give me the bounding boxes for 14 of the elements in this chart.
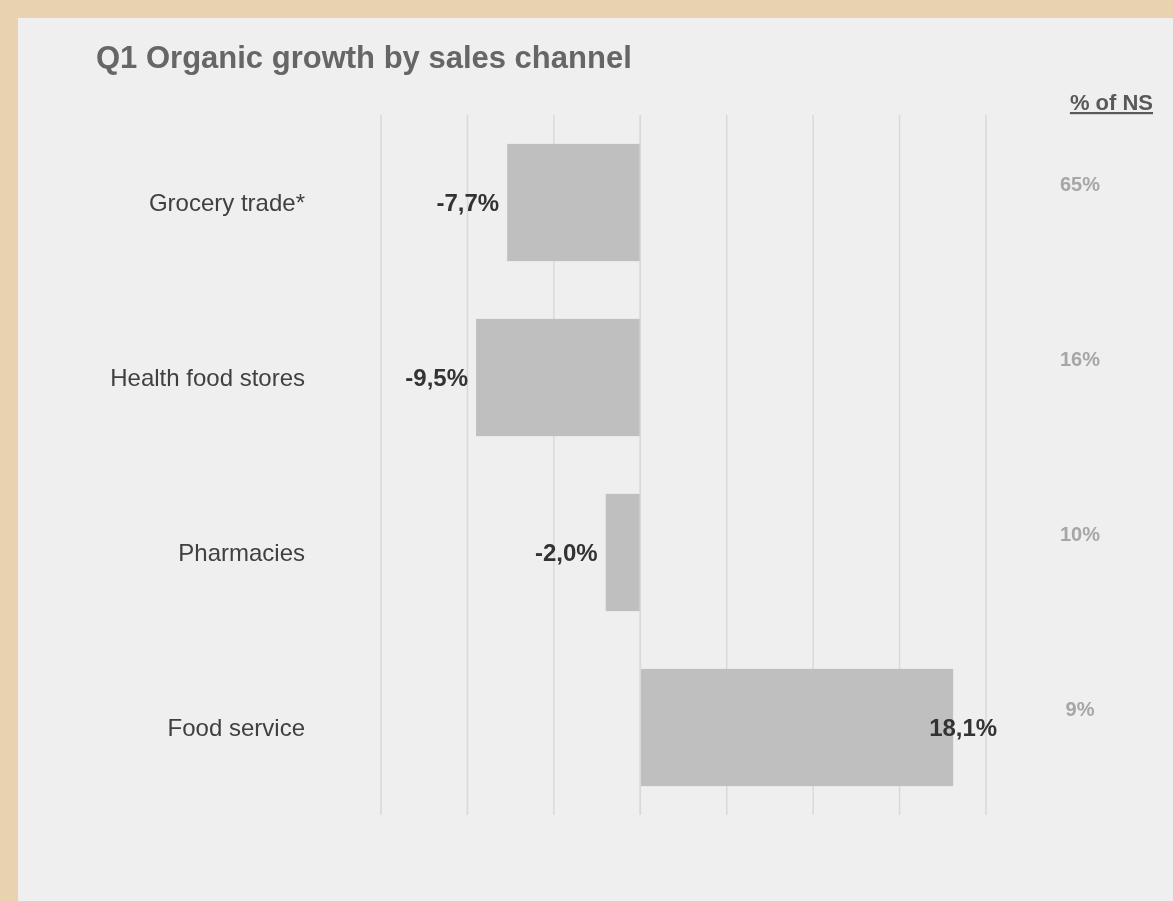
- text: 65%: [1059, 172, 1101, 195]
- text: 16%: [1059, 347, 1101, 370]
- chart-title: Q1 Organic growth by sales channel: [96, 40, 632, 75]
- y-tick-label: Grocery trade*: [148, 188, 305, 216]
- text: 9%: [1065, 697, 1095, 720]
- data-label: -9,5%: [405, 363, 469, 391]
- legend-title: % of NS: [1069, 90, 1153, 115]
- y-tick-label: Food service: [167, 713, 305, 741]
- y-tick-label: Health food stores: [110, 363, 305, 391]
- data-label: -2,0%: [535, 538, 598, 566]
- y-tick-label: Pharmacies: [178, 538, 305, 566]
- data-label: 18,1%: [929, 713, 998, 741]
- data-label: -7,7%: [436, 188, 500, 216]
- text: 10%: [1059, 522, 1101, 545]
